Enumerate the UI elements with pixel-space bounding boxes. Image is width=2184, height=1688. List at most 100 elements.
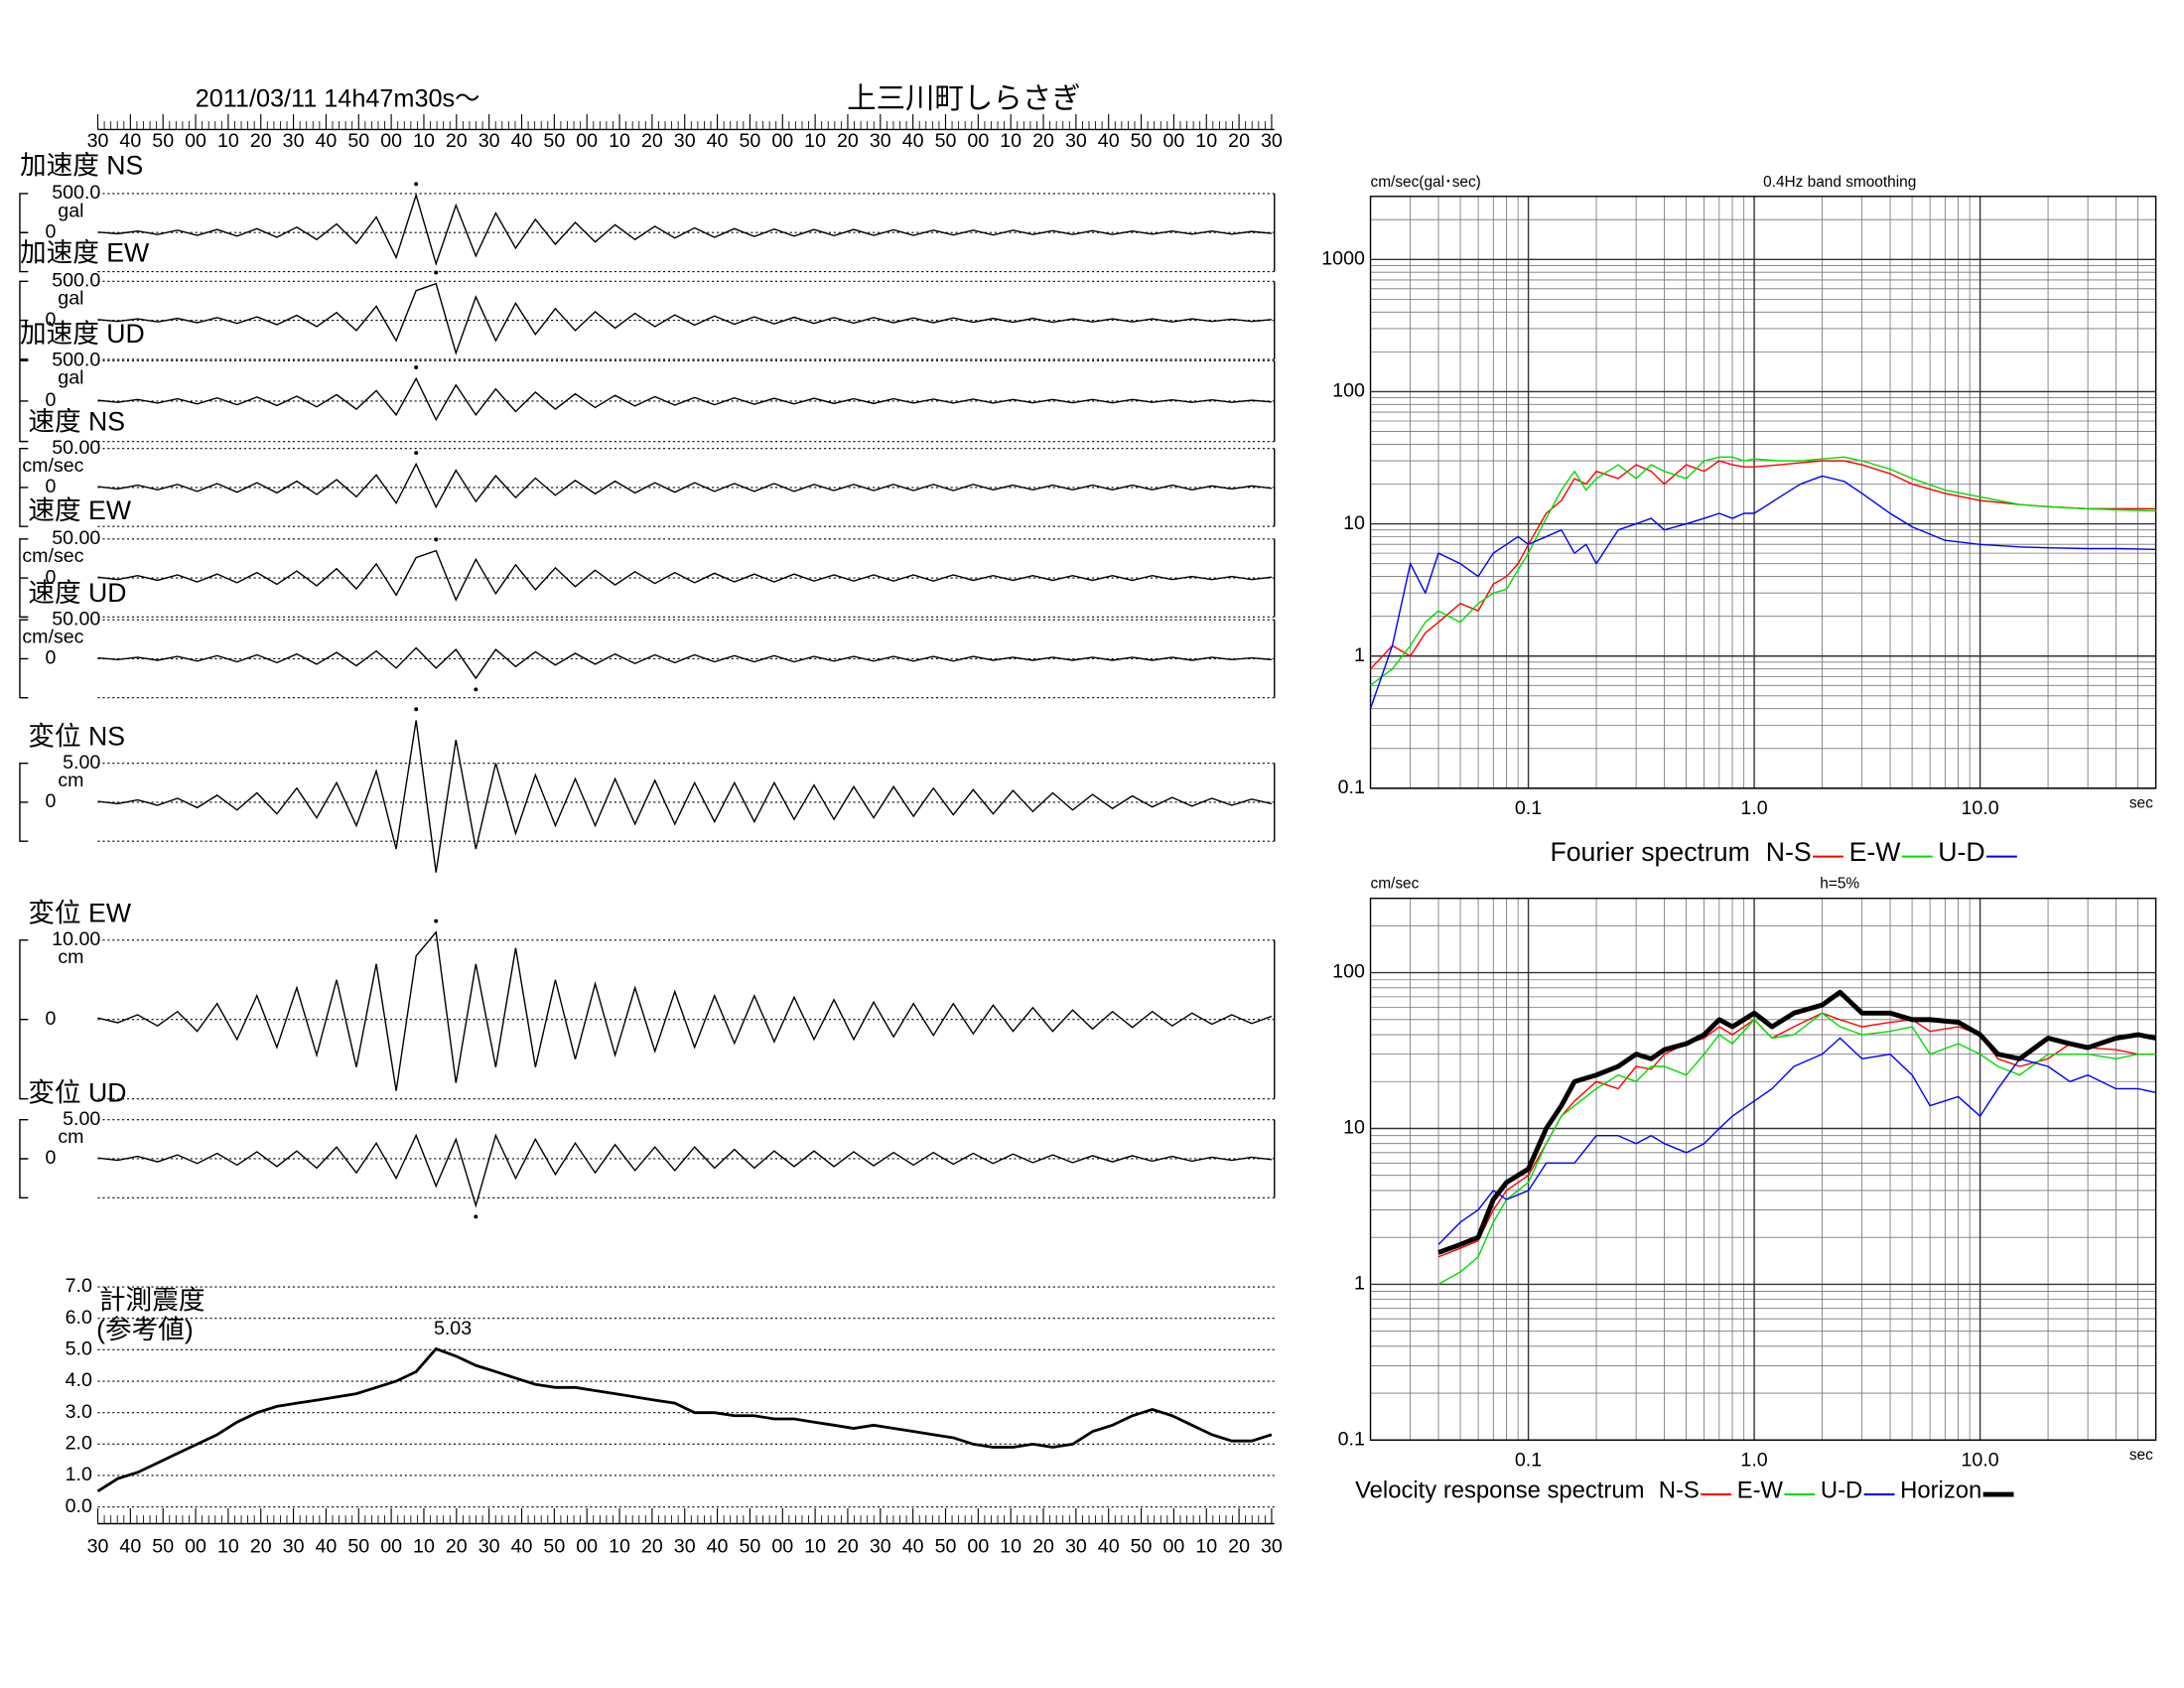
y-tick-label: 50.00 <box>52 608 100 630</box>
y-tick-label: 5.00 <box>63 1108 100 1130</box>
x-tick-label: 00 <box>185 1536 206 1558</box>
x-tick-label: 50 <box>543 1536 565 1558</box>
x-tick-label: 30 <box>1261 1536 1283 1558</box>
unit-label: gal <box>58 288 83 310</box>
x-tick-label: 20 <box>1032 130 1054 152</box>
unit-label: gal <box>58 367 83 389</box>
unit-label: cm <box>58 770 83 791</box>
waveform <box>97 930 1273 1091</box>
x-tick-label: 30 <box>478 1536 500 1558</box>
panel-bracket <box>19 1119 29 1198</box>
peak-marker <box>434 270 439 275</box>
x-tick-label: 40 <box>316 130 338 152</box>
panel-title: 速度 UD <box>28 578 126 608</box>
y-tick-label: 1.0 <box>66 1464 92 1485</box>
x-tick-label: 10 <box>413 1536 435 1558</box>
x-tick-label: 00 <box>576 130 598 152</box>
peak-marker <box>414 707 419 712</box>
x-tick-label: 40 <box>707 130 729 152</box>
unit-label: cm/sec <box>22 627 83 648</box>
y-tick-label: 100 <box>1332 961 1365 983</box>
y-tick-label: 50.00 <box>52 437 100 459</box>
peak-marker <box>414 364 419 369</box>
y-tick-label: 0 <box>46 220 57 242</box>
x-tick-label: 10 <box>1195 1536 1217 1558</box>
panel-title: 加速度 UD <box>20 319 145 349</box>
x-tick-label: 30 <box>674 1536 696 1558</box>
x-tick-label: 50 <box>543 130 565 152</box>
x-tick-label: 20 <box>837 130 859 152</box>
y-axis-unit: cm/sec(gal･sec) <box>1371 174 1481 191</box>
panel-bracket <box>19 939 29 1100</box>
waveform <box>97 720 1273 873</box>
plot-frame <box>1369 898 2157 1442</box>
waveform <box>97 193 1273 266</box>
peak-marker <box>474 687 478 692</box>
peak-marker <box>414 451 419 456</box>
x-tick-label: 40 <box>119 1536 141 1558</box>
x-tick-label: 50 <box>935 130 957 152</box>
x-tick-label: 30 <box>283 130 305 152</box>
x-tick-label: 20 <box>1032 1536 1054 1558</box>
legend-label: N-S <box>1766 837 1812 867</box>
x-tick-label: 0.1 <box>1515 797 1542 819</box>
x-tick-label: 1.0 <box>1740 797 1767 819</box>
waveform <box>97 646 1272 680</box>
x-tick-label: 50 <box>152 130 174 152</box>
x-tick-label: 00 <box>576 1536 598 1558</box>
y-tick-label: 5.00 <box>63 752 100 774</box>
x-tick-label: 40 <box>316 1536 338 1558</box>
x-tick-label: 50 <box>152 1536 174 1558</box>
x-tick-label: 10.0 <box>1961 797 1998 819</box>
x-axis-unit: sec <box>2129 1447 2153 1464</box>
panel-title: 速度 NS <box>28 406 125 436</box>
x-tick-label: 40 <box>1098 130 1120 152</box>
unit-label: gal <box>58 200 83 221</box>
peak-marker <box>434 918 439 923</box>
x-tick-label: 10 <box>804 130 826 152</box>
x-tick-label: 30 <box>1065 1536 1087 1558</box>
panel-subtitle: (参考値) <box>96 1315 194 1344</box>
x-tick-label: 10 <box>217 130 239 152</box>
y-tick-label: 0 <box>46 566 57 588</box>
x-tick-label: 00 <box>380 1536 402 1558</box>
x-tick-label: 00 <box>771 130 793 152</box>
x-tick-label: 20 <box>641 130 663 152</box>
waveform <box>97 462 1273 509</box>
panel-title: 加速度 NS <box>20 150 143 180</box>
y-tick-label: 0.0 <box>66 1495 92 1517</box>
x-tick-label: 20 <box>250 1536 272 1558</box>
y-tick-label: 1 <box>1354 644 1365 666</box>
y-tick-label: 0.1 <box>1338 776 1365 798</box>
peak-marker <box>434 537 439 542</box>
x-tick-label: 10 <box>609 1536 630 1558</box>
y-tick-label: 5.0 <box>66 1338 92 1360</box>
x-tick-label: 10 <box>1000 130 1022 152</box>
waveform <box>97 1133 1273 1208</box>
x-tick-label: 20 <box>250 130 272 152</box>
legend-label: E-W <box>1849 837 1902 867</box>
station-name: 上三川町しらさぎ <box>847 82 1081 115</box>
x-tick-label: 20 <box>641 1536 663 1558</box>
x-tick-label: 00 <box>967 130 989 152</box>
x-tick-label: 50 <box>347 1536 369 1558</box>
panel-title: 加速度 EW <box>20 238 150 268</box>
x-tick-label: 30 <box>870 130 891 152</box>
y-tick-label: 6.0 <box>66 1307 92 1329</box>
x-tick-label: 10 <box>609 130 630 152</box>
y-tick-label: 0 <box>46 309 57 331</box>
legend-label: U-D <box>1938 837 1984 867</box>
x-tick-label: 40 <box>902 1536 924 1558</box>
waveform <box>97 282 1273 355</box>
unit-label: cm <box>58 946 83 968</box>
x-tick-label: 40 <box>902 130 924 152</box>
x-tick-label: 10 <box>1195 130 1217 152</box>
x-tick-label: 50 <box>347 130 369 152</box>
unit-label: cm/sec <box>22 455 83 477</box>
intensity-line <box>96 1346 1273 1492</box>
x-tick-label: 20 <box>446 1536 468 1558</box>
panel-bracket <box>19 447 29 527</box>
x-tick-label: 50 <box>1131 130 1153 152</box>
